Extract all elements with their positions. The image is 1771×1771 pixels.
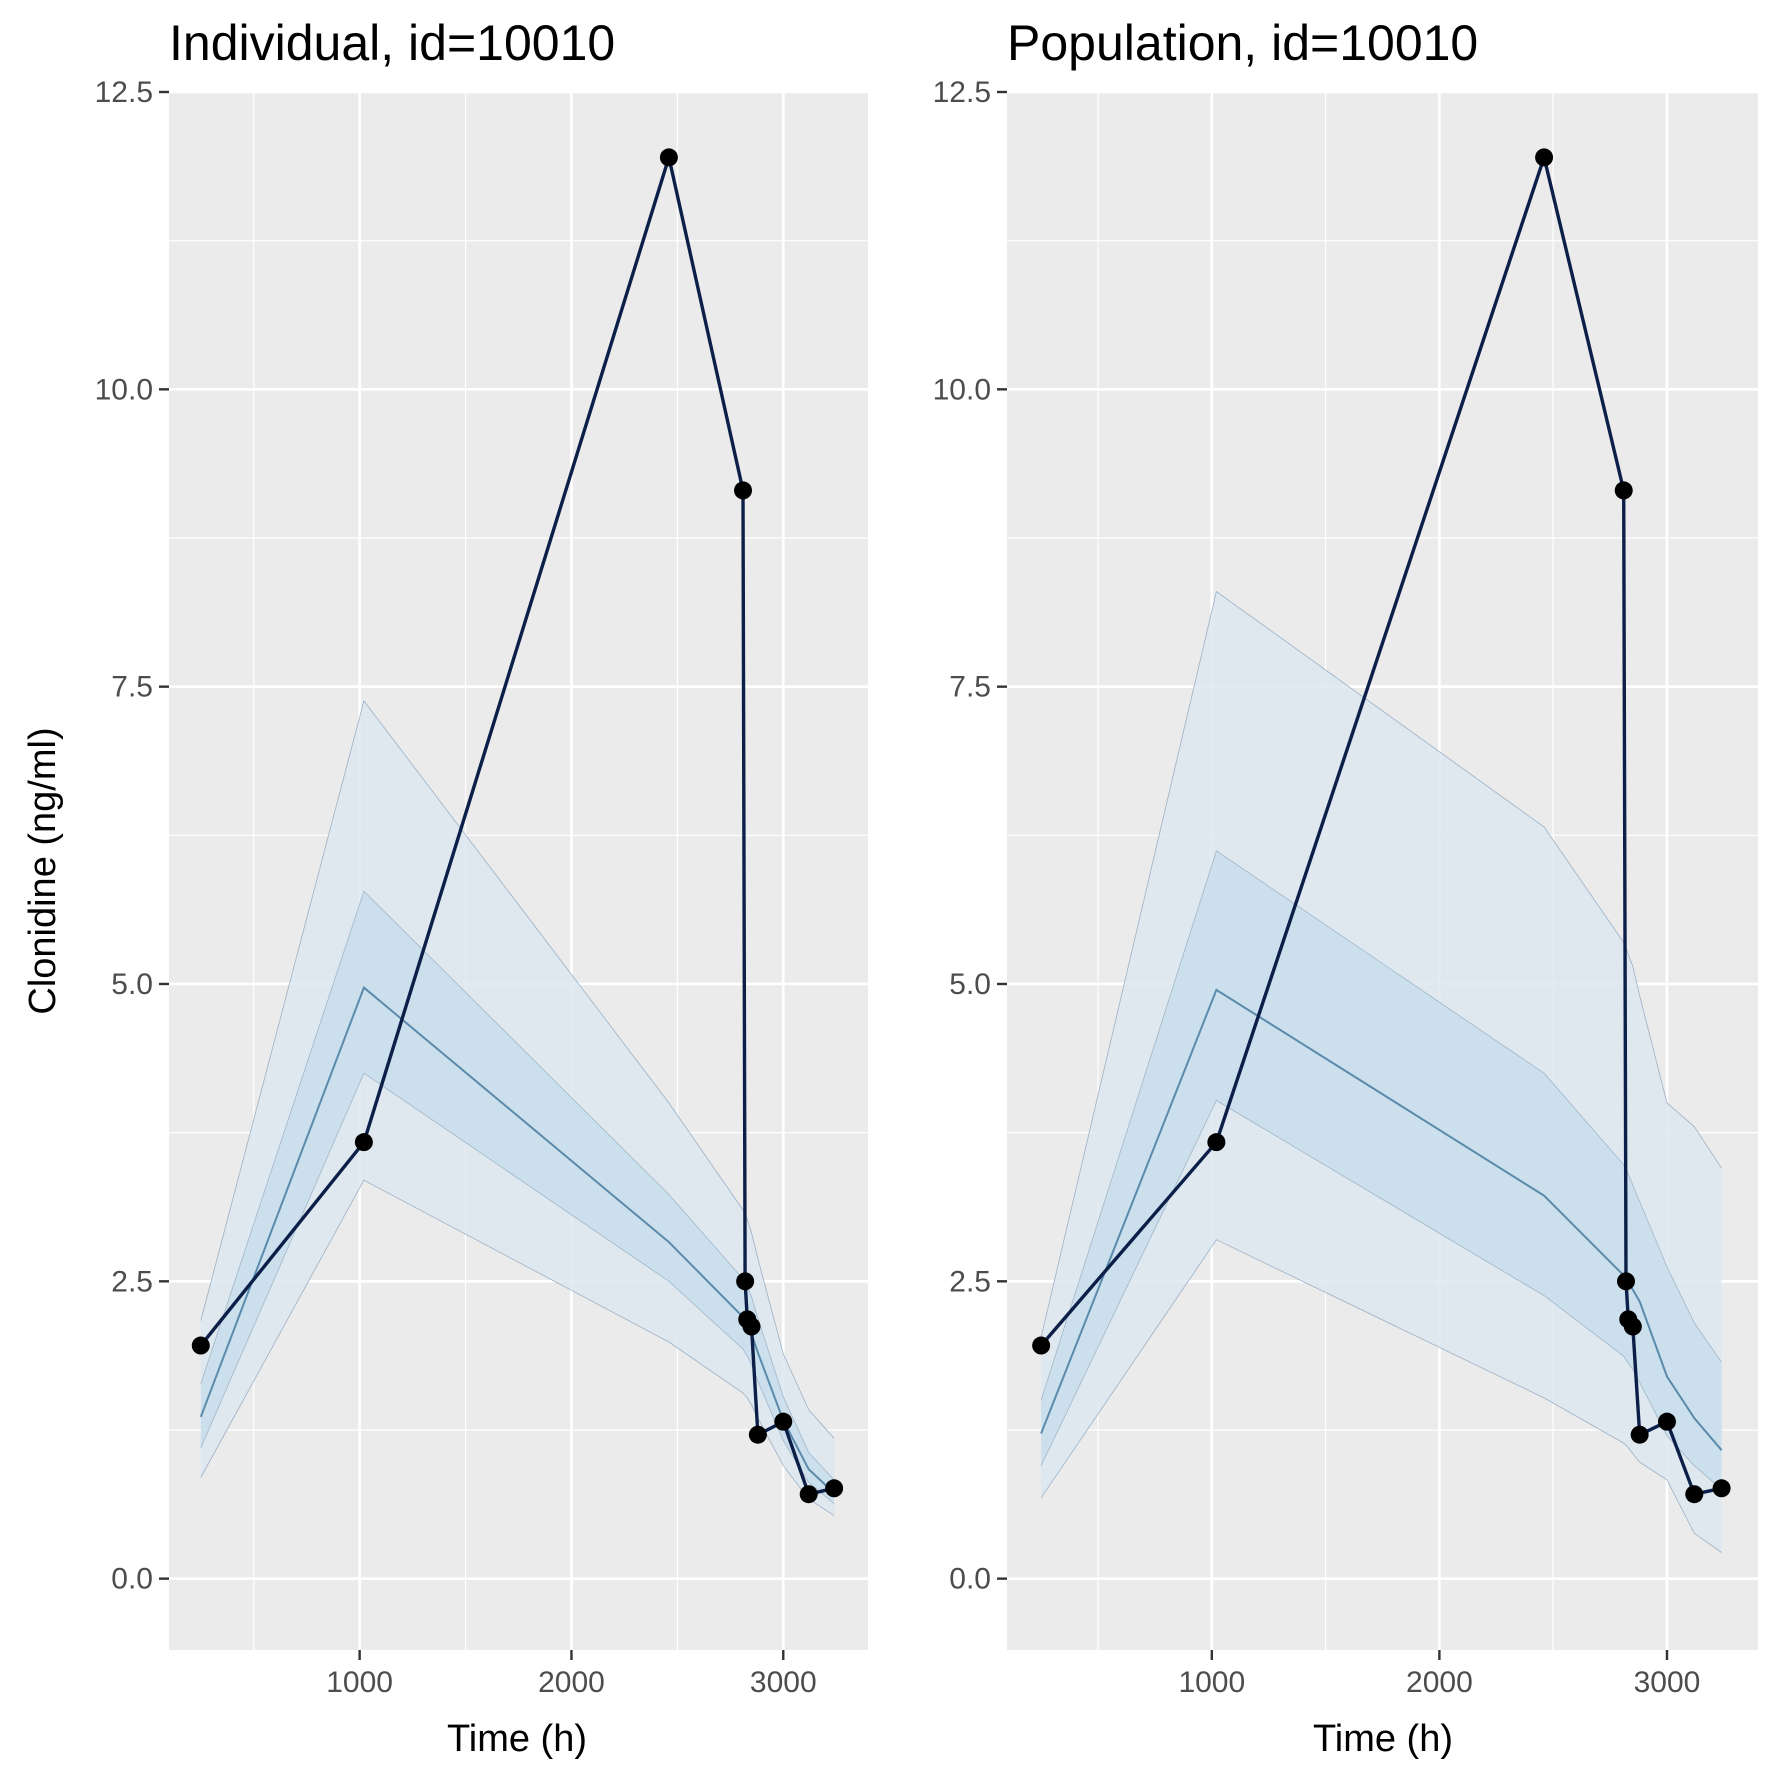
y-tick-label: 12.5 bbox=[933, 76, 991, 109]
y-axis-title: Clonidine (ng/ml) bbox=[22, 727, 64, 1014]
observed-point bbox=[1207, 1133, 1226, 1152]
x-axis-title-individual: Time (h) bbox=[447, 1718, 587, 1760]
x-axis-title-population: Time (h) bbox=[1313, 1718, 1453, 1760]
observed-point bbox=[748, 1425, 767, 1444]
y-tick-label: 7.5 bbox=[949, 671, 991, 704]
y-tick-label: 10.0 bbox=[933, 373, 991, 406]
observed-point bbox=[191, 1336, 210, 1355]
outer-band-upper-edge bbox=[200, 700, 835, 1439]
inner-band-upper-edge bbox=[1040, 850, 1722, 1401]
inner-prediction-band bbox=[1041, 850, 1722, 1490]
y-tick-label: 5.0 bbox=[949, 968, 991, 1001]
y-tick-label: 7.5 bbox=[111, 671, 153, 704]
x-tick-label: 1000 bbox=[1178, 1666, 1245, 1699]
x-tick-label: 1000 bbox=[326, 1666, 393, 1699]
observed-point bbox=[1712, 1479, 1731, 1498]
observed-point bbox=[1032, 1336, 1051, 1355]
observed-point bbox=[734, 481, 753, 500]
outer-band-lower-edge bbox=[1040, 1239, 1722, 1553]
observed-point bbox=[825, 1479, 844, 1498]
y-tick-label: 2.5 bbox=[949, 1265, 991, 1298]
outer-band-lower-edge bbox=[200, 1179, 835, 1516]
y-tick-label: 10.0 bbox=[95, 373, 153, 406]
x-tick-label: 2000 bbox=[538, 1666, 605, 1699]
observed-point bbox=[1535, 148, 1554, 167]
observed-point bbox=[742, 1317, 761, 1336]
x-tick-label: 3000 bbox=[1634, 1666, 1701, 1699]
observed-point bbox=[774, 1412, 793, 1431]
x-tick-label: 3000 bbox=[750, 1666, 817, 1699]
observed-point bbox=[1617, 1272, 1636, 1291]
y-tick-label: 0.0 bbox=[111, 1563, 153, 1596]
observed-point bbox=[1630, 1425, 1649, 1444]
y-tick-label: 2.5 bbox=[111, 1265, 153, 1298]
y-tick-label: 0.0 bbox=[949, 1563, 991, 1596]
observed-point bbox=[659, 148, 678, 167]
observed-point bbox=[1657, 1412, 1676, 1431]
y-tick-label: 12.5 bbox=[95, 76, 153, 109]
panel-population: Population, id=10010 0.0 2.5 5.0 7.5 10.0 12.… bbox=[933, 15, 1758, 1699]
observed-point bbox=[1623, 1317, 1642, 1336]
panel-title-individual: Individual, id=10010 bbox=[169, 15, 615, 71]
observed-point bbox=[354, 1133, 373, 1152]
panel-individual: Individual, id=10010 0.0 2.5 5.0 7.5 10.0 12.… bbox=[95, 15, 868, 1699]
x-tick-label: 2000 bbox=[1406, 1666, 1473, 1699]
inner-prediction-band bbox=[200, 891, 835, 1504]
observed-point bbox=[799, 1485, 818, 1504]
observed-point bbox=[1685, 1485, 1704, 1504]
observed-point bbox=[736, 1272, 755, 1291]
observed-point bbox=[1614, 481, 1633, 500]
panel-title-population: Population, id=10010 bbox=[1007, 15, 1478, 71]
outer-band-upper-edge bbox=[1040, 590, 1722, 1338]
y-tick-label: 5.0 bbox=[111, 968, 153, 1001]
inner-band-lower-edge bbox=[200, 1072, 835, 1505]
